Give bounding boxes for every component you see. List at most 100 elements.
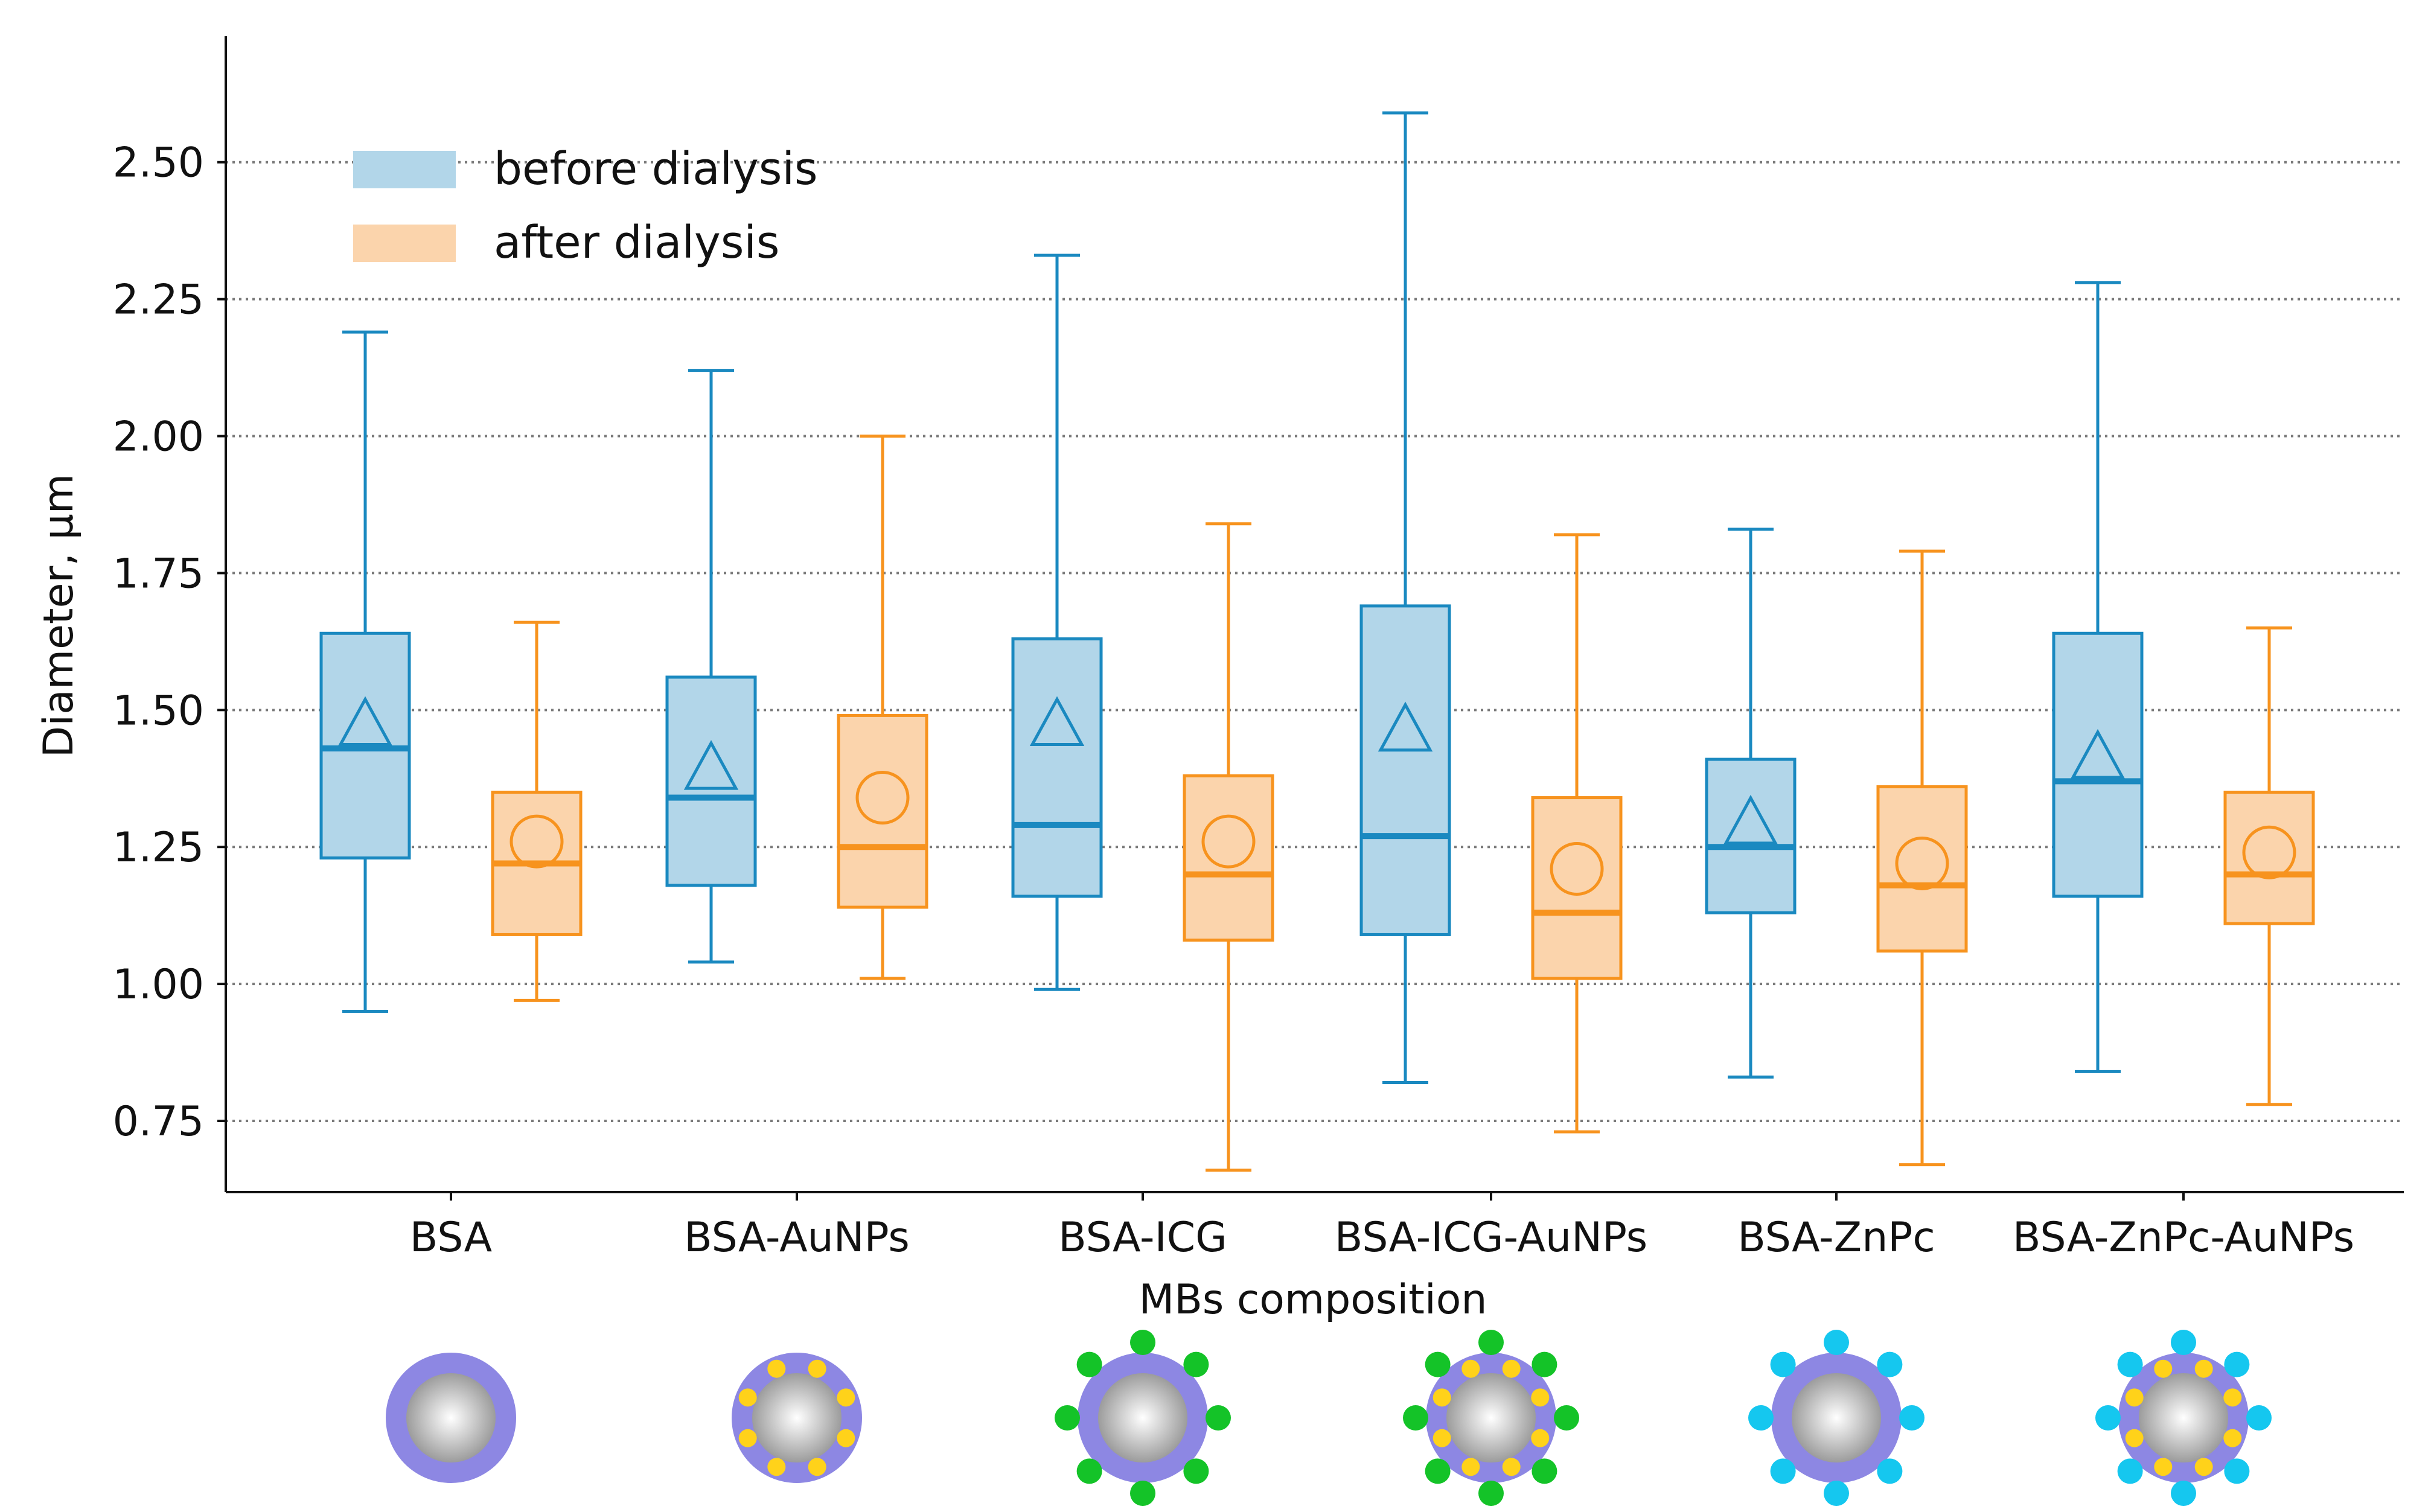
gold-nanoparticle bbox=[1433, 1388, 1451, 1407]
mean-marker bbox=[855, 771, 910, 825]
gold-nanoparticle bbox=[1531, 1429, 1550, 1447]
legend-swatch bbox=[353, 225, 456, 262]
dye-molecule bbox=[1055, 1405, 1080, 1431]
dye-molecule bbox=[1206, 1405, 1231, 1431]
dye-molecule bbox=[2171, 1481, 2196, 1506]
y-tick-label: 1.75 bbox=[113, 550, 204, 598]
dye-molecule bbox=[1824, 1330, 1849, 1355]
gold-nanoparticle bbox=[1531, 1388, 1550, 1407]
box bbox=[2052, 631, 2144, 898]
particle-core bbox=[1098, 1373, 1187, 1463]
box bbox=[1183, 774, 1274, 942]
particle-schematic bbox=[386, 1353, 516, 1483]
box bbox=[1876, 785, 1968, 953]
dye-molecule bbox=[2095, 1405, 2121, 1431]
box-group bbox=[1011, 254, 1103, 991]
y-tick-label: 2.00 bbox=[113, 413, 204, 461]
gold-nanoparticle bbox=[1461, 1458, 1480, 1476]
y-tick-label: 0.75 bbox=[113, 1098, 204, 1146]
mean-marker bbox=[1378, 701, 1433, 752]
dye-molecule bbox=[2117, 1458, 2143, 1484]
dye-molecule bbox=[2117, 1351, 2143, 1377]
mean-marker bbox=[1201, 814, 1256, 869]
mean-marker bbox=[1723, 794, 1778, 845]
particle-schematic bbox=[2095, 1330, 2272, 1506]
gold-nanoparticle bbox=[1433, 1429, 1451, 1447]
gold-nanoparticle bbox=[808, 1458, 826, 1476]
y-tick-label: 1.00 bbox=[113, 961, 204, 1009]
mean-marker bbox=[1895, 836, 1949, 890]
box-group bbox=[1876, 549, 1968, 1167]
box-group bbox=[837, 435, 928, 980]
gold-nanoparticle bbox=[2223, 1388, 2242, 1407]
mean-marker bbox=[337, 696, 393, 747]
mean-marker bbox=[683, 739, 739, 790]
dye-molecule bbox=[1532, 1351, 1557, 1377]
dye-molecule bbox=[1183, 1351, 1209, 1377]
dye-molecule bbox=[1130, 1330, 1155, 1355]
gold-nanoparticle bbox=[767, 1458, 786, 1476]
dye-molecule bbox=[1770, 1458, 1796, 1484]
x-tick-label: BSA bbox=[410, 1214, 492, 1262]
legend-label: after dialysis bbox=[494, 217, 779, 269]
particle-schematic bbox=[732, 1353, 862, 1483]
gold-nanoparticle bbox=[837, 1429, 855, 1447]
box-group bbox=[2223, 626, 2315, 1106]
particle-core bbox=[406, 1373, 496, 1463]
dye-molecule bbox=[1899, 1405, 1925, 1431]
dye-molecule bbox=[1403, 1405, 1428, 1431]
dye-molecule bbox=[1748, 1405, 1774, 1431]
dye-molecule bbox=[1478, 1330, 1504, 1355]
dye-molecule bbox=[2224, 1458, 2250, 1484]
mean-marker bbox=[1550, 842, 1604, 896]
gold-nanoparticle bbox=[837, 1388, 855, 1407]
gold-nanoparticle bbox=[808, 1359, 826, 1378]
dye-molecule bbox=[2224, 1351, 2250, 1377]
x-tick-label: BSA-ICG-AuNPs bbox=[1335, 1214, 1647, 1262]
axes: 0.75 1.00 1.25 1.50 1.75 2.00 2.25 2.50 BSA BSA-A… bbox=[113, 36, 2404, 1262]
y-axis-label: Diameter, µm bbox=[35, 474, 83, 758]
dye-molecule bbox=[1877, 1458, 1903, 1484]
dye-molecule bbox=[1770, 1351, 1796, 1377]
box bbox=[1011, 637, 1103, 898]
dye-molecule bbox=[1554, 1405, 1579, 1431]
dye-molecule bbox=[2246, 1405, 2272, 1431]
legend-swatch bbox=[353, 151, 456, 188]
x-tick-label: BSA-ZnPc-AuNPs bbox=[2013, 1214, 2354, 1262]
gold-nanoparticle bbox=[2194, 1458, 2213, 1476]
dye-molecule bbox=[1076, 1351, 1102, 1377]
gold-nanoparticle bbox=[2125, 1429, 2144, 1447]
gold-nanoparticle bbox=[2154, 1359, 2173, 1378]
gold-nanoparticle bbox=[767, 1359, 786, 1378]
mean-marker bbox=[509, 814, 564, 869]
box-group bbox=[491, 620, 583, 1002]
box-group bbox=[1705, 528, 1797, 1079]
x-axis-label: MBs composition bbox=[1139, 1276, 1487, 1324]
gold-nanoparticle bbox=[2154, 1458, 2173, 1476]
particle-schematic bbox=[1055, 1330, 1231, 1506]
dye-molecule bbox=[1130, 1481, 1155, 1506]
y-tick-label: 1.50 bbox=[113, 687, 204, 735]
box-group bbox=[1531, 533, 1623, 1134]
legend: before dialysis after dialysis bbox=[353, 143, 818, 269]
dye-molecule bbox=[1824, 1481, 1849, 1506]
box bbox=[1359, 604, 1451, 936]
box bbox=[1705, 758, 1797, 914]
particle-schematic bbox=[1403, 1330, 1579, 1506]
mean-marker bbox=[2070, 729, 2126, 779]
gold-nanoparticle bbox=[1502, 1458, 1521, 1476]
mean-marker bbox=[1029, 696, 1085, 747]
dye-molecule bbox=[1877, 1351, 1903, 1377]
gridlines bbox=[226, 161, 2404, 1123]
dye-molecule bbox=[1425, 1458, 1451, 1484]
dye-molecule bbox=[1532, 1458, 1557, 1484]
box bbox=[1531, 796, 1623, 980]
gold-nanoparticle bbox=[738, 1429, 757, 1447]
box-group bbox=[2052, 281, 2144, 1073]
legend-label: before dialysis bbox=[494, 143, 818, 195]
gold-nanoparticle bbox=[2194, 1359, 2213, 1378]
box-series-layer bbox=[319, 111, 2315, 1172]
particle-schematics bbox=[386, 1330, 2272, 1506]
box bbox=[2223, 790, 2315, 925]
box-group bbox=[1359, 111, 1451, 1084]
